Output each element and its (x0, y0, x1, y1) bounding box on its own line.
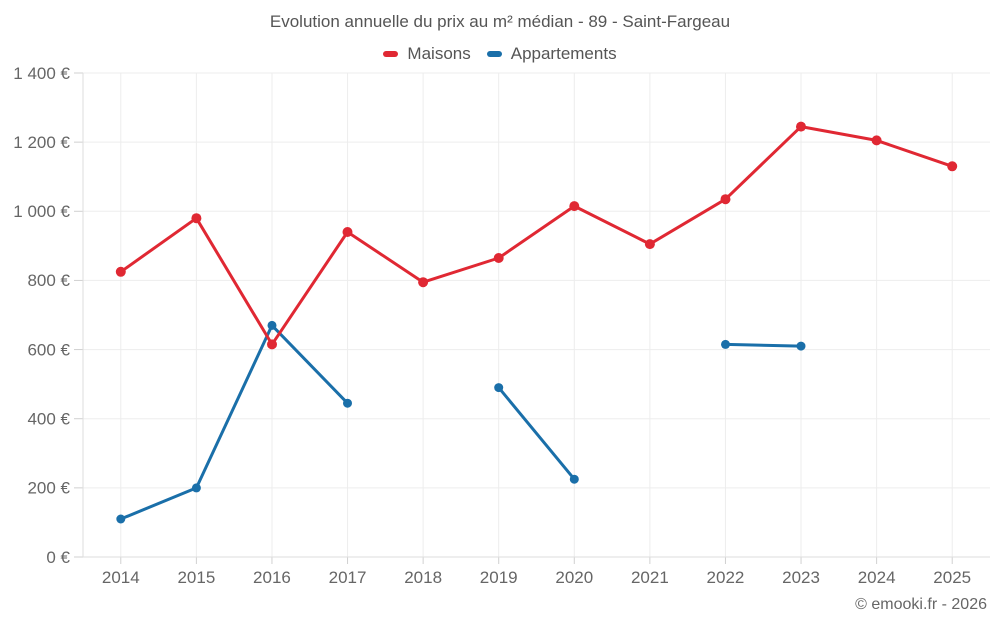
x-axis-label: 2022 (707, 568, 745, 587)
data-point-maisons-2022[interactable] (720, 194, 731, 205)
data-point-appartements-2014[interactable] (116, 514, 126, 524)
x-axis-label: 2025 (933, 568, 971, 587)
x-axis-label: 2017 (329, 568, 367, 587)
chart-title: Evolution annuelle du prix au m² médian … (269, 12, 731, 31)
x-axis-label: 2019 (480, 568, 518, 587)
y-axis-label: 1 200 € (13, 133, 70, 152)
series-line-maisons (119, 125, 954, 346)
x-axis-label: 2024 (858, 568, 896, 587)
y-axis-label: 0 € (46, 548, 70, 567)
data-point-appartements-2022[interactable] (721, 339, 730, 349)
data-point-appartements-2020[interactable] (569, 474, 579, 484)
data-point-appartements-2019[interactable] (494, 383, 504, 393)
legend-label-maisons: Maisons (407, 44, 471, 63)
y-axis-label: 200 € (27, 479, 70, 498)
maisons-series-swatch (383, 51, 399, 57)
data-point-maisons-2019[interactable] (493, 253, 504, 263)
y-axis-label: 1 400 € (13, 64, 70, 83)
series-line-appartements (119, 323, 803, 521)
legend-item-maisons[interactable]: Maisons (383, 44, 471, 64)
appartements-series-swatch (486, 51, 502, 57)
x-axis-label: 2023 (782, 568, 820, 587)
x-axis-label: 2018 (404, 568, 442, 587)
x-axis-label: 2020 (555, 568, 593, 587)
data-point-maisons-2025[interactable] (947, 161, 958, 172)
y-axis-label: 800 € (27, 271, 70, 290)
legend-item-appartements[interactable]: Appartements (486, 44, 617, 64)
y-axis-label: 1 000 € (13, 202, 70, 221)
x-axis-label: 2015 (177, 568, 215, 587)
y-axis-label: 400 € (27, 409, 70, 428)
x-axis-label: 2016 (253, 568, 291, 587)
data-point-appartements-2015[interactable] (191, 483, 201, 493)
data-point-appartements-2023[interactable] (796, 341, 806, 351)
data-point-maisons-2014[interactable] (115, 266, 126, 277)
legend-label-appartements: Appartements (510, 44, 617, 63)
data-point-appartements-2017[interactable] (343, 398, 352, 408)
data-point-maisons-2018[interactable] (418, 277, 429, 288)
chart-legend: Maisons Appartements (0, 44, 1000, 64)
x-axis-label: 2014 (102, 568, 140, 587)
copyright: © emooki.fr - 2026 (855, 596, 987, 613)
x-axis-label: 2021 (631, 568, 669, 587)
data-point-maisons-2015[interactable] (191, 213, 202, 224)
data-point-maisons-2016[interactable] (267, 339, 277, 350)
data-point-appartements-2016[interactable] (267, 320, 277, 330)
data-point-maisons-2020[interactable] (569, 201, 580, 212)
y-axis-label: 600 € (27, 340, 70, 359)
data-point-maisons-2017[interactable] (342, 227, 353, 237)
data-point-maisons-2023[interactable] (796, 121, 806, 132)
data-point-maisons-2024[interactable] (871, 135, 882, 146)
data-point-maisons-2021[interactable] (644, 239, 655, 250)
